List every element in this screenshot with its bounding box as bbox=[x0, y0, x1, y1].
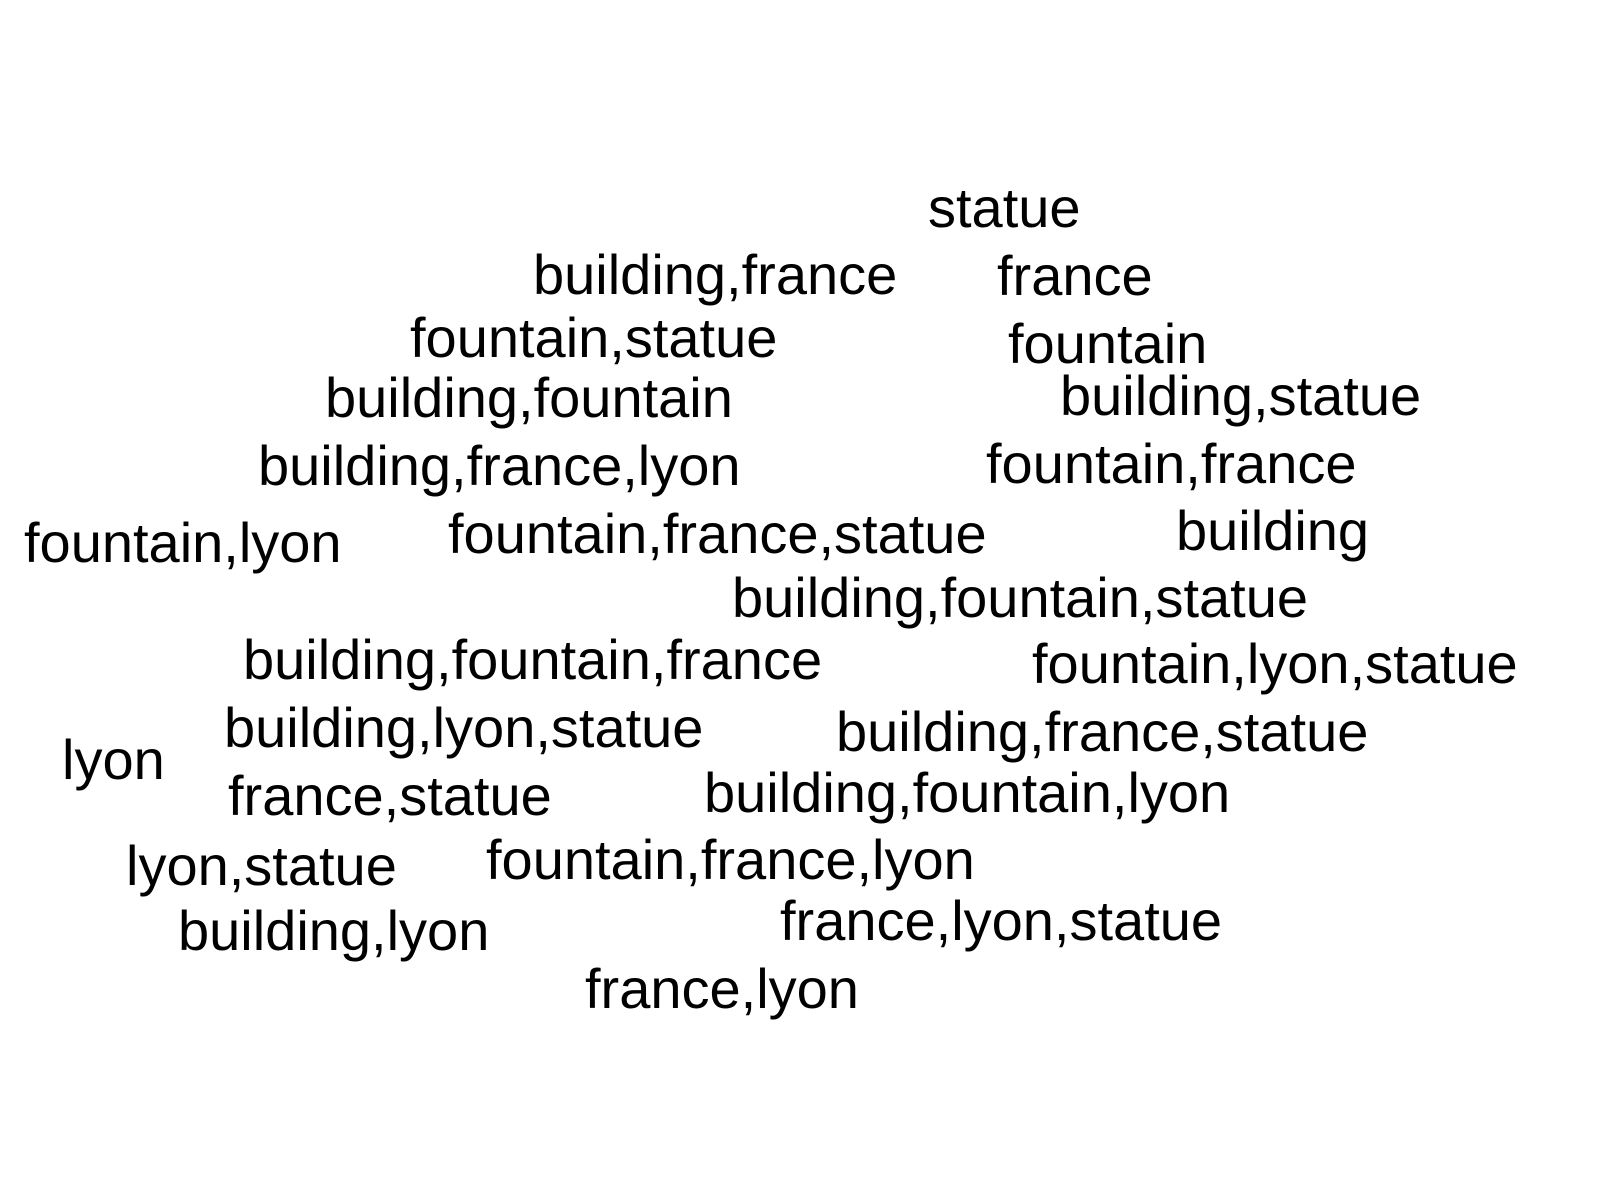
label-building-statue: building,statue bbox=[1060, 364, 1422, 427]
label-statue: statue bbox=[928, 176, 1081, 239]
label-building-fountain-statue: building,fountain,statue bbox=[732, 566, 1308, 629]
label-fountain-france-statue: fountain,france,statue bbox=[448, 502, 987, 565]
label-building-france: building,france bbox=[533, 243, 898, 306]
label-fountain: fountain bbox=[1008, 312, 1208, 375]
label-building-france-lyon: building,france,lyon bbox=[258, 434, 741, 497]
label-france-lyon-statue: france,lyon,statue bbox=[780, 889, 1223, 952]
label-lyon: lyon bbox=[62, 728, 165, 791]
label-building-fountain-france: building,fountain,france bbox=[243, 628, 823, 691]
label-building-lyon-statue: building,lyon,statue bbox=[224, 696, 704, 759]
label-fountain-lyon: fountain,lyon bbox=[24, 511, 342, 574]
label-france-lyon: france,lyon bbox=[585, 957, 859, 1020]
label-fountain-france: fountain,france bbox=[986, 432, 1357, 495]
label-building-fountain-lyon: building,fountain,lyon bbox=[704, 761, 1231, 824]
label-lyon-statue: lyon,statue bbox=[126, 834, 397, 897]
label-france: france bbox=[997, 244, 1153, 307]
label-fountain-statue: fountain,statue bbox=[410, 306, 778, 369]
label-building: building bbox=[1176, 499, 1370, 562]
label-france-statue: france,statue bbox=[228, 764, 552, 827]
label-building-lyon: building,lyon bbox=[178, 899, 490, 962]
label-building-fountain: building,fountain bbox=[325, 366, 733, 429]
label-building-france-statue: building,france,statue bbox=[836, 700, 1369, 763]
label-fountain-lyon-statue: fountain,lyon,statue bbox=[1032, 632, 1518, 695]
label-fountain-france-lyon: fountain,france,lyon bbox=[486, 828, 975, 891]
